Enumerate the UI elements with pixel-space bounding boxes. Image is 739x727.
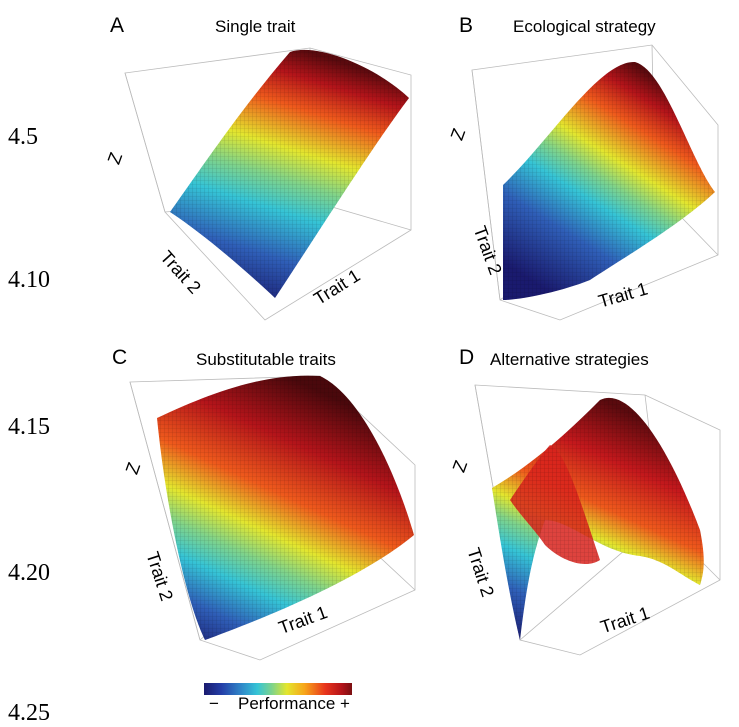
- panel-d-title: Alternative strategies: [490, 350, 649, 369]
- side-number-1: 4.5: [8, 124, 38, 150]
- panel-d-surface: [492, 397, 704, 640]
- panel-b-title: Ecological strategy: [513, 17, 656, 36]
- performance-color-bar: [204, 683, 352, 695]
- panel-a-surface: [170, 49, 409, 299]
- panel-a-letter: A: [110, 14, 125, 37]
- panel-d-letter: D: [459, 346, 475, 369]
- panel-a-title: Single trait: [215, 17, 296, 36]
- legend-plus: +: [340, 694, 350, 713]
- side-number-3: 4.15: [8, 414, 50, 440]
- legend-minus: −: [209, 694, 219, 713]
- panel-b-letter: B: [459, 14, 474, 37]
- panel-c-letter: C: [112, 346, 128, 369]
- panel-b-surface: [503, 61, 715, 300]
- panel-c-surface: [157, 375, 414, 640]
- panel-c-title: Substitutable traits: [196, 350, 336, 369]
- side-number-4: 4.20: [8, 560, 50, 586]
- legend-label: Performance: [238, 694, 336, 713]
- side-number-2: 4.10: [8, 267, 50, 293]
